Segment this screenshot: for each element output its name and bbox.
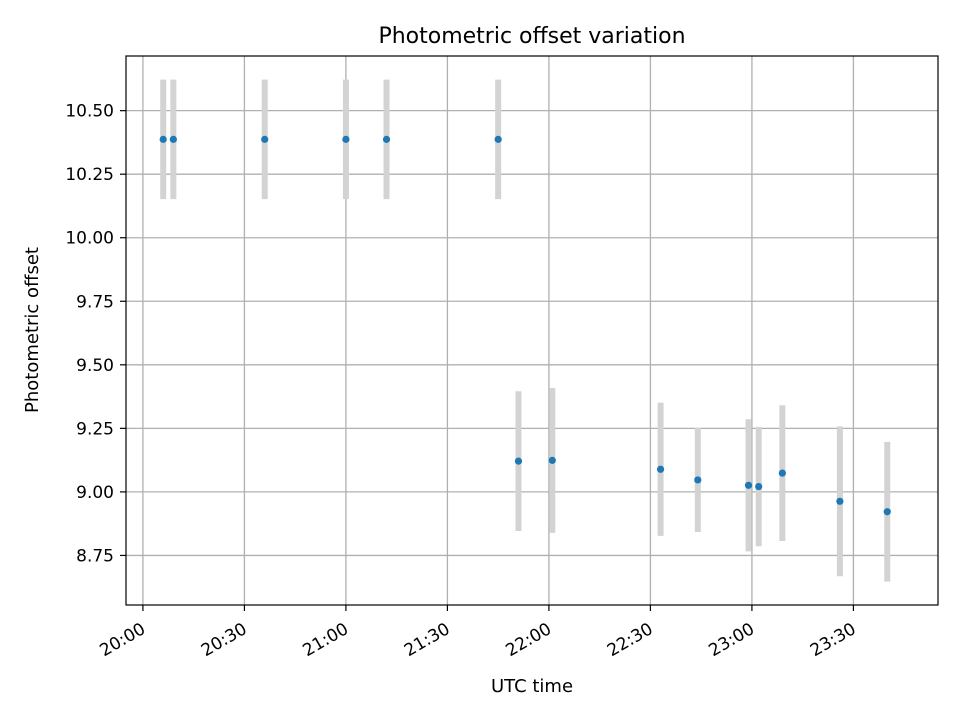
y-tick-label: 10.50 [65, 102, 114, 122]
y-tick-label: 9.00 [76, 483, 114, 503]
y-tick-label: 9.75 [76, 292, 114, 312]
data-point [755, 482, 763, 491]
data-point [548, 456, 556, 464]
data-points [159, 135, 891, 516]
y-tick-label: 9.25 [76, 419, 114, 439]
data-point [694, 476, 702, 484]
data-point [656, 465, 665, 473]
data-point [159, 135, 167, 143]
grid [126, 56, 938, 605]
chart-title: Photometric offset variation [378, 24, 685, 49]
data-point [494, 135, 502, 143]
data-point [342, 135, 350, 143]
data-point [836, 497, 844, 505]
data-point [883, 508, 891, 516]
y-tick-label: 9.50 [76, 356, 114, 376]
x-axis-label: UTC time [491, 676, 573, 697]
y-tick-label: 8.75 [76, 546, 114, 566]
data-point [169, 135, 177, 143]
data-point [744, 481, 753, 489]
y-axis-label: Photometric offset [22, 247, 43, 413]
data-point [382, 135, 391, 143]
plot-area-frame [125, 55, 939, 606]
data-point [514, 457, 523, 465]
y-tick-label: 10.00 [65, 229, 114, 249]
data-point [261, 135, 269, 143]
data-point [778, 469, 786, 477]
y-tick-label: 10.25 [65, 165, 114, 185]
